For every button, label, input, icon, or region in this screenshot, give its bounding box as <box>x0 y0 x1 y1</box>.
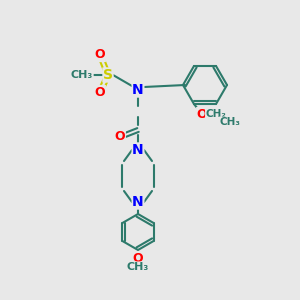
Text: CH₃: CH₃ <box>71 70 93 80</box>
Text: O: O <box>95 49 105 62</box>
Text: O: O <box>133 251 143 265</box>
Text: CH₃: CH₃ <box>220 117 241 127</box>
Text: CH₃: CH₃ <box>127 262 149 272</box>
Text: N: N <box>132 195 144 209</box>
Text: O: O <box>115 130 125 143</box>
Text: O: O <box>95 85 105 98</box>
Text: N: N <box>132 143 144 157</box>
Text: CH₂: CH₂ <box>206 109 226 119</box>
Text: S: S <box>103 68 113 82</box>
Text: O: O <box>197 108 207 121</box>
Text: N: N <box>132 83 144 97</box>
